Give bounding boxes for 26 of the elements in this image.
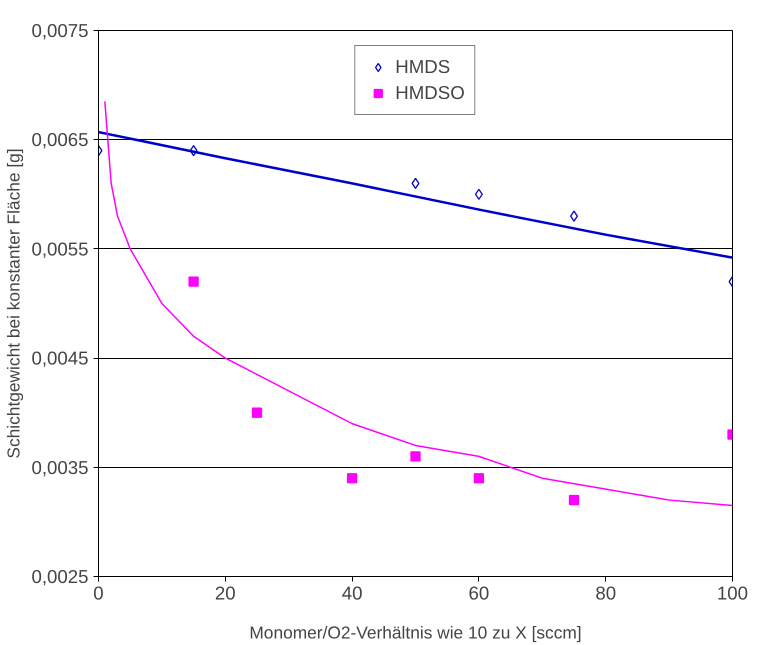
line-series — [104, 100, 732, 506]
x-tick-label: 100 — [716, 582, 748, 604]
legend-label: HMDS — [395, 56, 450, 78]
point — [190, 144, 198, 156]
y-tick-label: 0,0075 — [31, 20, 88, 41]
x-tick-label: 80 — [595, 582, 616, 604]
x-tick-label: 0 — [93, 582, 104, 604]
x-axis-title: Monomer/O2-Verhältnis wie 10 zu X [sccm] — [249, 622, 582, 642]
point — [474, 188, 483, 200]
y-tick-label: 0,0035 — [31, 456, 88, 478]
line-series — [98, 130, 732, 259]
x-tick-label: 20 — [214, 582, 236, 604]
point — [252, 408, 262, 418]
y-axis-title: Schichtgewicht bei konstanter Fläche [g] — [3, 148, 24, 459]
x-tick-label: 40 — [342, 582, 362, 604]
point — [188, 276, 199, 287]
y-tick-label: 0,0065 — [31, 129, 88, 150]
point — [474, 473, 484, 484]
point — [568, 494, 580, 506]
legend-label: HMDSO — [395, 82, 465, 104]
point — [410, 451, 421, 462]
y-tick-label: 0,0025 — [31, 566, 88, 587]
y-tick-label: 0,0045 — [31, 348, 88, 369]
x-tick-label: 60 — [468, 582, 490, 604]
point — [346, 473, 358, 484]
y-tick-label: 0,0055 — [31, 238, 88, 260]
